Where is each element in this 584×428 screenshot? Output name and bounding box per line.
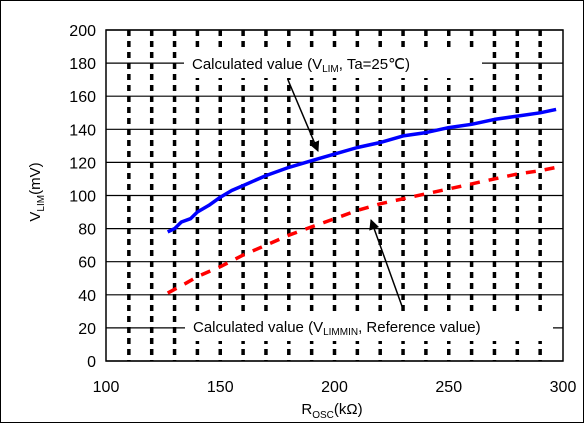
y-tick-label: 180 — [69, 56, 96, 73]
annotation-prefix: Calculated value (V — [192, 56, 322, 73]
series-line-calculated-vlim — [166, 107, 557, 234]
x-axis-label: ROSC(kΩ) — [301, 401, 362, 421]
y-axis-label-sub: LIM — [36, 195, 47, 212]
annotations-layer: Calculated value (VLIM, Ta=25℃)Calculate… — [184, 48, 553, 341]
series-layer — [166, 107, 557, 295]
x-axis-ticks: 100 150 200 250 300 — [93, 379, 577, 396]
x-axis-label-sub: OSC — [312, 410, 334, 421]
annotation-arrow — [287, 79, 320, 152]
y-tick-label: 100 — [69, 189, 96, 206]
y-tick-label: 20 — [78, 321, 96, 338]
x-tick-label: 250 — [435, 379, 462, 396]
y-tick-label: 200 — [69, 23, 96, 40]
annotation-suffix: , Reference value) — [358, 319, 481, 336]
y-tick-label: 120 — [69, 155, 96, 172]
y-tick-label: 40 — [78, 288, 96, 305]
x-tick-label: 200 — [321, 379, 348, 396]
y-axis-label-unit: (mV) — [27, 162, 44, 195]
annotation-subscript: LIM — [322, 64, 339, 75]
y-tick-label: 60 — [78, 255, 96, 272]
annotation-box — [184, 48, 482, 78]
y-tick-label: 0 — [87, 354, 96, 371]
x-axis-label-main: R — [301, 401, 312, 418]
annotation-prefix: Calculated value (V — [193, 319, 323, 336]
annotation-arrow — [369, 219, 404, 310]
annotation-suffix: , Ta=25℃) — [339, 56, 410, 73]
y-tick-label: 140 — [69, 122, 96, 139]
y-axis-label: VLIM(mV) — [27, 162, 47, 221]
annotation-label: Calculated value (VLIM, Ta=25℃) — [192, 56, 410, 75]
annotation-box — [185, 311, 553, 341]
y-axis-label-main: V — [27, 212, 44, 222]
annotation-subscript: LIMMIN — [323, 327, 358, 338]
plot-area — [105, 29, 564, 362]
annotation-label: Calculated value (VLIMMIN, Reference val… — [193, 319, 481, 338]
series-line-calculated-vlimmin — [166, 165, 557, 295]
y-axis-ticks: 0 20 40 60 80 100 120 140 160 180 200 — [69, 23, 96, 371]
x-tick-label: 300 — [550, 379, 577, 396]
y-tick-label: 160 — [69, 89, 96, 106]
x-tick-label: 100 — [93, 379, 120, 396]
x-tick-label: 150 — [207, 379, 234, 396]
x-axis-label-unit: (kΩ) — [334, 401, 363, 418]
y-tick-label: 80 — [78, 222, 96, 239]
